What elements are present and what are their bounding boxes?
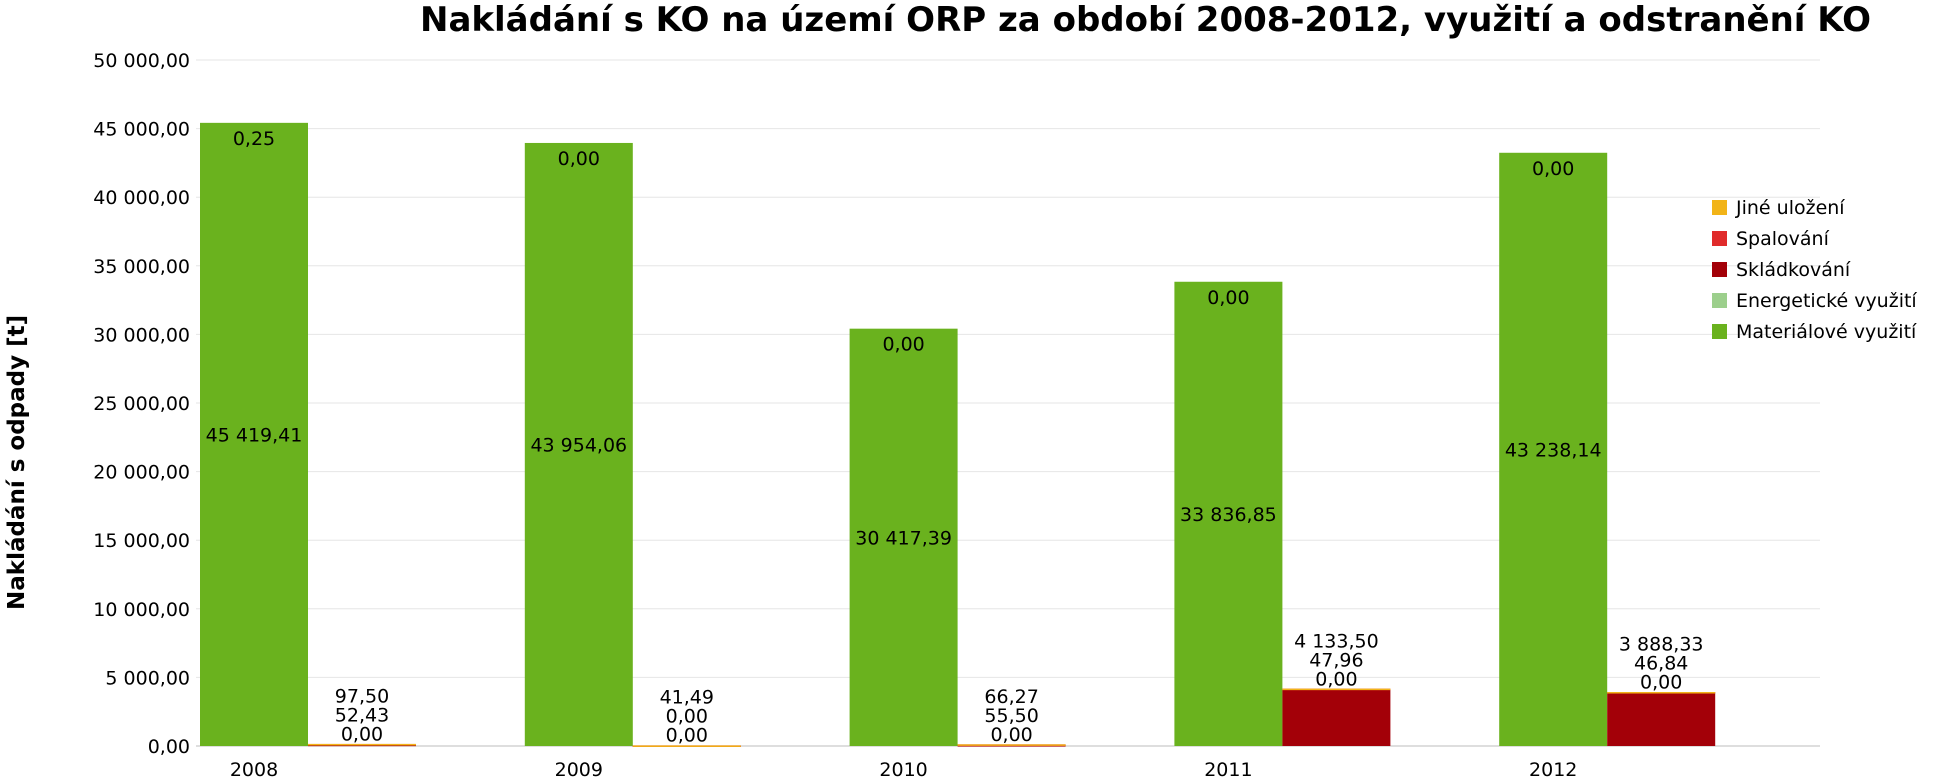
y-tick-label: 0,00	[148, 736, 190, 758]
data-label: 0,00	[1532, 158, 1574, 180]
legend-item-materialove-vyuziti: Materiálové využití	[1712, 316, 1917, 347]
data-label: 0,00	[1640, 672, 1682, 694]
data-label: 43 954,06	[530, 434, 627, 456]
y-tick-label: 40 000,00	[93, 187, 190, 209]
data-label: 41,49	[660, 686, 714, 708]
legend-swatch	[1712, 231, 1727, 246]
legend-label: Jiné uložení	[1736, 196, 1845, 219]
bar-segment	[957, 745, 1066, 747]
data-label: 0,00	[341, 724, 383, 746]
bar-segment	[1282, 689, 1391, 746]
data-label: 0,00	[990, 724, 1032, 746]
data-label: 0,00	[882, 334, 924, 356]
bar-segment	[1607, 692, 1716, 694]
x-tick-label: 2009	[555, 759, 603, 781]
y-tick-label: 25 000,00	[93, 393, 190, 415]
x-tick-label: 2011	[1204, 759, 1252, 781]
data-label: 55,50	[984, 705, 1038, 727]
data-label: 0,00	[666, 705, 708, 727]
legend-item-energeticke-vyuziti: Energetické využití	[1712, 285, 1917, 316]
y-tick-label: 35 000,00	[93, 256, 190, 278]
y-tick-label: 20 000,00	[93, 462, 190, 484]
data-label: 30 417,39	[855, 527, 952, 549]
legend-swatch	[1712, 262, 1727, 277]
data-label: 3 888,33	[1619, 634, 1704, 656]
legend: Jiné uložení Spalování Skládkování Energ…	[1712, 192, 1917, 347]
data-label: 66,27	[984, 686, 1038, 708]
data-label: 0,00	[558, 148, 600, 170]
bar-segment	[849, 328, 958, 746]
y-tick-label: 15 000,00	[93, 530, 190, 552]
data-label: 52,43	[335, 705, 389, 727]
bar-segment	[524, 142, 633, 746]
y-tick-label: 10 000,00	[93, 599, 190, 621]
legend-label: Skládkování	[1736, 258, 1851, 281]
legend-label: Energetické využití	[1736, 289, 1917, 312]
data-label: 0,25	[233, 128, 275, 150]
y-tick-label: 5 000,00	[105, 667, 190, 689]
bar-segment	[1174, 281, 1283, 746]
data-label: 97,50	[335, 686, 389, 708]
bar-segment	[632, 745, 741, 747]
bar-segment	[200, 122, 308, 746]
legend-swatch	[1712, 200, 1727, 215]
data-label: 0,00	[666, 724, 708, 746]
legend-item-spalovani: Spalování	[1712, 223, 1917, 254]
y-tick-label: 50 000,00	[93, 50, 190, 72]
data-label: 0,00	[1207, 287, 1249, 309]
data-label: 43 238,14	[1505, 439, 1602, 461]
data-label: 4 133,50	[1294, 630, 1379, 652]
x-tick-label: 2008	[230, 759, 278, 781]
legend-swatch	[1712, 293, 1727, 308]
bar-segment	[308, 743, 416, 746]
bar-segment	[1282, 688, 1391, 691]
bar-segment	[957, 744, 1066, 746]
data-label: 46,84	[1634, 653, 1688, 675]
y-tick-label: 45 000,00	[93, 119, 190, 141]
legend-label: Spalování	[1736, 227, 1829, 250]
legend-item-skladkovani: Skládkování	[1712, 254, 1917, 285]
data-label: 45 419,41	[206, 424, 303, 446]
x-tick-label: 2012	[1529, 759, 1577, 781]
y-tick-label: 30 000,00	[93, 324, 190, 346]
legend-label: Materiálové využití	[1736, 320, 1917, 343]
chart-title: Nakládání s KO na území ORP za období 20…	[420, 0, 1872, 40]
data-label: 0,00	[1315, 668, 1357, 690]
legend-item-jine-ulozeni: Jiné uložení	[1712, 192, 1917, 223]
data-label: 33 836,85	[1180, 504, 1277, 526]
legend-swatch	[1712, 324, 1727, 339]
data-label: 47,96	[1309, 649, 1363, 671]
bar-segment	[1499, 152, 1608, 747]
bar-segment	[1607, 692, 1716, 746]
x-tick-label: 2010	[879, 759, 927, 781]
